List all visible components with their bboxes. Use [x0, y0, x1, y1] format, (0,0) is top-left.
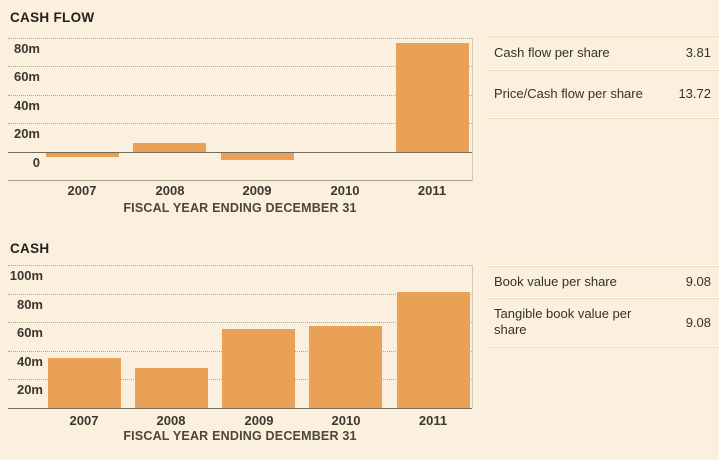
gridline-60m [8, 322, 472, 323]
cash-stats-table: Book value per share 9.08 Tangible book … [487, 265, 719, 347]
bar-2010 [309, 326, 382, 408]
xtick-2010: 2010 [330, 183, 360, 198]
xtick-2011: 2011 [417, 183, 447, 198]
cash-flow-x-axis-title: FISCAL YEAR ENDING DECEMBER 31 [123, 201, 357, 215]
cash-chart-title: CASH [10, 241, 50, 256]
xtick-2007: 2007 [69, 413, 99, 428]
gridline-40m [8, 95, 472, 96]
bar-2008 [133, 143, 206, 152]
ytick-0: 0 [32, 155, 40, 170]
bar-2008 [135, 368, 208, 408]
stat-row-tangible-book-value-per-share: Tangible book value per share 9.08 [487, 297, 719, 346]
bar-2009 [222, 329, 295, 408]
stat-label: Book value per share [494, 273, 617, 289]
cash-flow-stats-table: Cash flow per share 3.81 Price/Cash flow… [487, 35, 719, 118]
ytick-20m: 20m [13, 126, 40, 141]
xtick-2007: 2007 [67, 183, 97, 198]
cash-x-axis-title: FISCAL YEAR ENDING DECEMBER 31 [123, 429, 357, 443]
ytick-80m: 80m [16, 297, 43, 312]
bar-2009 [221, 153, 294, 160]
zero-axis-line [8, 408, 472, 409]
stat-value: 13.72 [678, 86, 711, 101]
gridline-100m [8, 265, 472, 266]
stat-value: 3.81 [685, 45, 711, 60]
gridline-20m [8, 123, 472, 124]
plot-right-border [472, 38, 473, 181]
stat-value: 9.08 [685, 314, 711, 330]
cash-flow-chart-title: CASH FLOW [10, 10, 95, 25]
xtick-2008: 2008 [155, 183, 185, 198]
plot-right-border [472, 265, 473, 408]
gridline-60m [8, 66, 472, 67]
plot-bottom-border [8, 180, 472, 181]
ytick-60m: 60m [13, 69, 40, 84]
xtick-2009: 2009 [242, 183, 272, 198]
stat-row-cash-flow-per-share: Cash flow per share 3.81 [487, 35, 719, 69]
stat-row-price-cash-flow-per-share: Price/Cash flow per share 13.72 [487, 69, 719, 117]
ytick-40m: 40m [16, 354, 43, 369]
ytick-40m: 40m [13, 98, 40, 113]
stat-label: Price/Cash flow per share [494, 85, 643, 101]
xtick-2009: 2009 [244, 413, 274, 428]
ytick-60m: 60m [16, 325, 43, 340]
zero-axis-line [8, 152, 472, 153]
stat-label: Cash flow per share [494, 44, 610, 60]
xtick-2010: 2010 [331, 413, 361, 428]
bar-2011 [396, 43, 469, 152]
gridline-80m [8, 294, 472, 295]
xtick-2011: 2011 [418, 413, 448, 428]
ytick-80m: 80m [13, 41, 40, 56]
xtick-2008: 2008 [156, 413, 186, 428]
bar-2007 [46, 153, 119, 157]
ytick-20m: 20m [16, 382, 43, 397]
stat-row-book-value-per-share: Book value per share 9.08 [487, 265, 719, 297]
bar-2007 [48, 358, 121, 408]
ytick-100m: 100m [9, 268, 43, 283]
stat-label: Tangible book value per share [494, 306, 632, 337]
gridline-80m [8, 38, 472, 39]
bar-2011 [397, 292, 470, 408]
stat-value: 9.08 [685, 274, 711, 289]
